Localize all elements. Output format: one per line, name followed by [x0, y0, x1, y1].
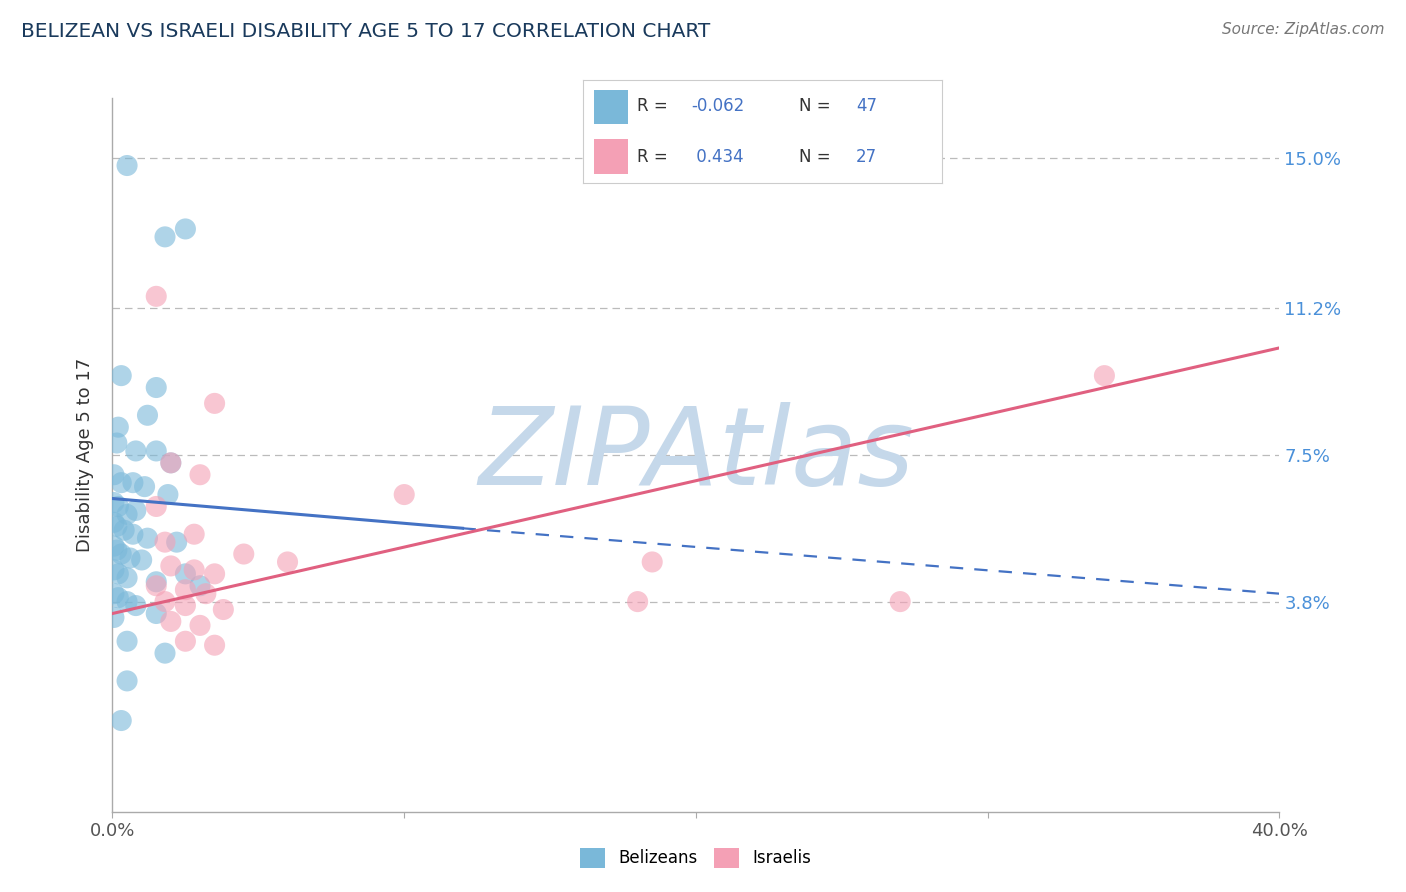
Point [107, 420, 129, 434]
Point [212, 602, 235, 616]
Point [118, 551, 141, 566]
Bar [595, 89, 628, 124]
Point [641, 555, 664, 569]
Point [115, 634, 138, 648]
Point [153, 646, 176, 660]
Point [110, 547, 132, 561]
Text: BELIZEAN VS ISRAELI DISABILITY AGE 5 TO 17 CORRELATION CHART: BELIZEAN VS ISRAELI DISABILITY AGE 5 TO … [21, 22, 710, 41]
Point [115, 594, 138, 608]
Point [103, 563, 125, 577]
Text: 47: 47 [856, 97, 877, 115]
Point [107, 591, 129, 605]
Point [174, 566, 197, 581]
Point [115, 571, 138, 585]
Point [103, 539, 125, 553]
Point [174, 634, 197, 648]
Point [103, 467, 125, 482]
Point [204, 638, 226, 652]
Point [276, 555, 298, 569]
Point [188, 618, 211, 632]
Point [145, 574, 167, 589]
Point [112, 523, 135, 537]
Point [115, 508, 138, 522]
Point [122, 527, 145, 541]
Text: N =: N = [799, 148, 830, 166]
Point [145, 579, 167, 593]
Point [107, 566, 129, 581]
Point [166, 535, 188, 549]
Point [160, 456, 183, 470]
Point [194, 587, 217, 601]
Text: N =: N = [799, 97, 830, 115]
Text: Source: ZipAtlas.com: Source: ZipAtlas.com [1222, 22, 1385, 37]
Point [145, 444, 167, 458]
Point [131, 553, 153, 567]
Point [103, 587, 125, 601]
Point [136, 409, 159, 423]
Point [125, 599, 148, 613]
Text: 0.434: 0.434 [692, 148, 744, 166]
Point [156, 487, 179, 501]
Point [160, 558, 183, 573]
Point [110, 714, 132, 728]
Point [183, 563, 205, 577]
Point [183, 527, 205, 541]
Point [392, 487, 416, 501]
Text: R =: R = [637, 148, 668, 166]
Point [204, 566, 226, 581]
Point [103, 516, 125, 530]
Text: -0.062: -0.062 [692, 97, 744, 115]
Point [105, 519, 128, 533]
Point [1092, 368, 1115, 383]
Point [160, 456, 183, 470]
Point [153, 594, 176, 608]
Point [107, 500, 129, 514]
Point [174, 599, 197, 613]
Point [145, 380, 167, 394]
Text: 27: 27 [856, 148, 877, 166]
Point [103, 610, 125, 624]
Point [174, 582, 197, 597]
Y-axis label: Disability Age 5 to 17: Disability Age 5 to 17 [76, 358, 94, 552]
Text: ZIPAtlas: ZIPAtlas [478, 402, 914, 508]
Point [122, 475, 145, 490]
Point [232, 547, 254, 561]
Point [125, 503, 148, 517]
Point [153, 230, 176, 244]
Point [145, 607, 167, 621]
Point [115, 159, 138, 173]
Point [105, 543, 128, 558]
Point [153, 535, 176, 549]
Point [626, 594, 648, 608]
Point [125, 444, 148, 458]
Point [188, 467, 211, 482]
Point [110, 475, 132, 490]
Point [160, 615, 183, 629]
Point [145, 500, 167, 514]
Point [136, 531, 159, 545]
Point [889, 594, 911, 608]
Point [115, 673, 138, 688]
Point [174, 222, 197, 236]
Text: R =: R = [637, 97, 668, 115]
Point [134, 480, 156, 494]
Point [188, 579, 211, 593]
Bar [595, 139, 628, 174]
Point [105, 436, 128, 450]
Legend: Belizeans, Israelis: Belizeans, Israelis [574, 841, 818, 875]
Point [110, 368, 132, 383]
Point [103, 495, 125, 509]
Point [145, 289, 167, 303]
Point [204, 396, 226, 410]
